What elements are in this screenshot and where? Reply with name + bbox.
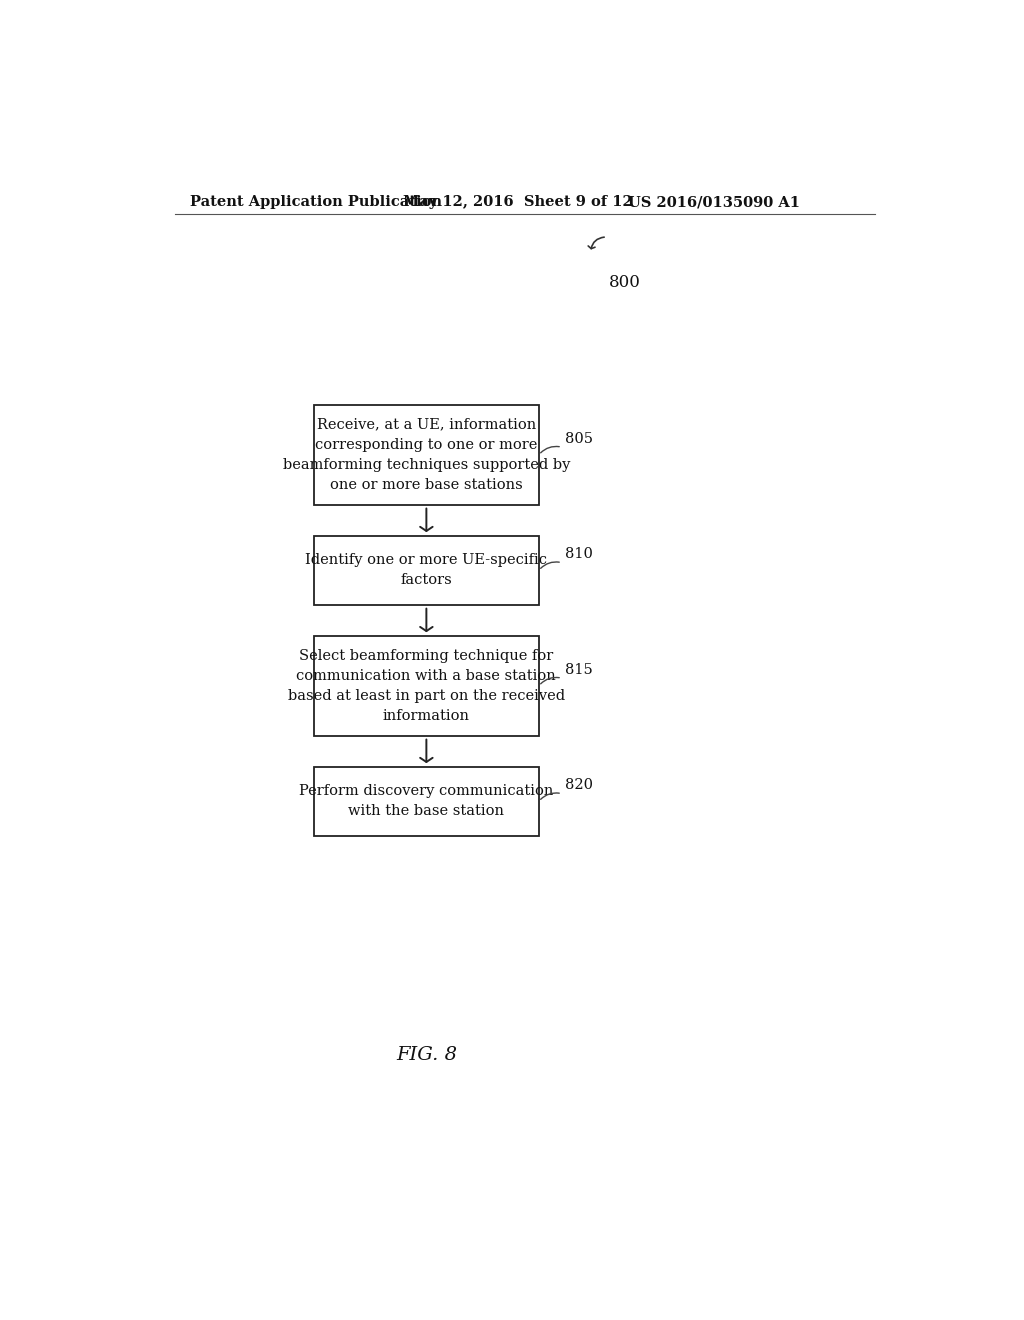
Text: Identify one or more UE-specific
factors: Identify one or more UE-specific factors — [305, 553, 548, 587]
Text: FIG. 8: FIG. 8 — [396, 1047, 457, 1064]
Text: Perform discovery communication
with the base station: Perform discovery communication with the… — [299, 784, 554, 818]
Text: May 12, 2016  Sheet 9 of 12: May 12, 2016 Sheet 9 of 12 — [403, 195, 633, 209]
Bar — [314, 405, 539, 506]
Bar — [314, 767, 539, 836]
Text: 815: 815 — [565, 663, 593, 677]
Text: US 2016/0135090 A1: US 2016/0135090 A1 — [628, 195, 800, 209]
Bar — [314, 536, 539, 605]
Text: Receive, at a UE, information
corresponding to one or more
beamforming technique: Receive, at a UE, information correspond… — [283, 417, 570, 492]
Text: 805: 805 — [565, 432, 593, 446]
Text: Select beamforming technique for
communication with a base station
based at leas: Select beamforming technique for communi… — [288, 648, 565, 723]
Text: 800: 800 — [608, 275, 640, 290]
Bar — [314, 636, 539, 737]
Text: 820: 820 — [565, 777, 593, 792]
Text: 810: 810 — [565, 546, 593, 561]
Text: Patent Application Publication: Patent Application Publication — [190, 195, 442, 209]
